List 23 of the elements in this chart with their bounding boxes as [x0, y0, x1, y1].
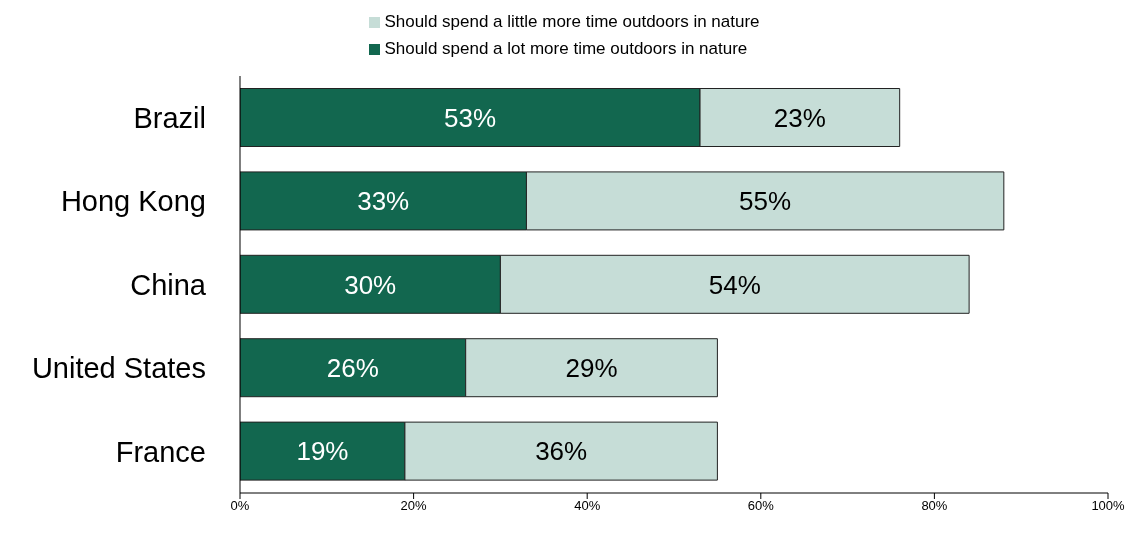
legend-label: Should spend a little more time outdoors in nature	[384, 12, 760, 31]
x-tick-label: 60%	[747, 498, 775, 514]
data-label: 53%	[444, 102, 497, 133]
data-label: 36%	[535, 436, 588, 467]
x-tick-label: 0%	[230, 498, 250, 514]
y-tick-label: France	[115, 435, 206, 468]
legend-label: Should spend a lot more time outdoors in nature	[384, 39, 748, 58]
data-label: 54%	[708, 269, 761, 300]
x-tick-label: 40%	[574, 498, 601, 514]
data-label: 55%	[739, 186, 792, 217]
y-tick-label: United States	[31, 352, 206, 385]
y-tick-label: Hong Kong	[60, 185, 206, 218]
data-label: 26%	[326, 352, 379, 383]
data-label: 23%	[773, 102, 826, 133]
data-label: 29%	[565, 352, 618, 383]
x-tick-label: 20%	[400, 498, 428, 514]
x-tick-label: 80%	[921, 498, 948, 514]
data-label: 19%	[296, 436, 349, 467]
y-tick-label: Brazil	[133, 101, 206, 134]
x-tick-label: 100%	[1091, 498, 1126, 514]
data-label: 33%	[357, 186, 410, 217]
data-label: 30%	[344, 269, 397, 300]
y-tick-label: China	[130, 268, 207, 301]
